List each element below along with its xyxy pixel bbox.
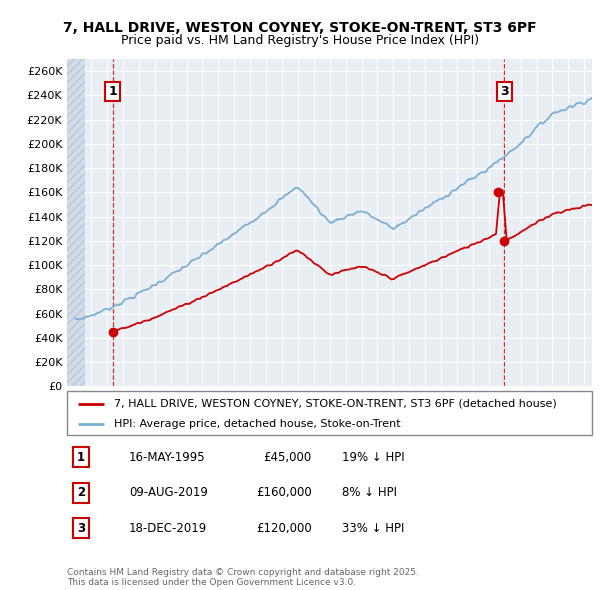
Text: 1: 1 <box>109 85 117 99</box>
Text: Contains HM Land Registry data © Crown copyright and database right 2025.
This d: Contains HM Land Registry data © Crown c… <box>67 568 419 587</box>
Text: 8% ↓ HPI: 8% ↓ HPI <box>342 486 397 499</box>
Text: £120,000: £120,000 <box>256 522 312 535</box>
Text: 16-MAY-1995: 16-MAY-1995 <box>129 451 206 464</box>
Text: 7, HALL DRIVE, WESTON COYNEY, STOKE-ON-TRENT, ST3 6PF (detached house): 7, HALL DRIVE, WESTON COYNEY, STOKE-ON-T… <box>115 399 557 408</box>
Text: £160,000: £160,000 <box>256 486 312 499</box>
Text: 1: 1 <box>77 451 85 464</box>
Text: 3: 3 <box>77 522 85 535</box>
Text: 2: 2 <box>77 486 85 499</box>
Text: 3: 3 <box>500 85 508 99</box>
FancyBboxPatch shape <box>67 391 592 435</box>
Text: 7, HALL DRIVE, WESTON COYNEY, STOKE-ON-TRENT, ST3 6PF: 7, HALL DRIVE, WESTON COYNEY, STOKE-ON-T… <box>63 21 537 35</box>
Text: £45,000: £45,000 <box>264 451 312 464</box>
Text: 18-DEC-2019: 18-DEC-2019 <box>129 522 207 535</box>
Text: 19% ↓ HPI: 19% ↓ HPI <box>342 451 404 464</box>
Text: Price paid vs. HM Land Registry's House Price Index (HPI): Price paid vs. HM Land Registry's House … <box>121 34 479 47</box>
Text: 33% ↓ HPI: 33% ↓ HPI <box>342 522 404 535</box>
Text: HPI: Average price, detached house, Stoke-on-Trent: HPI: Average price, detached house, Stok… <box>115 419 401 430</box>
Text: 09-AUG-2019: 09-AUG-2019 <box>129 486 208 499</box>
